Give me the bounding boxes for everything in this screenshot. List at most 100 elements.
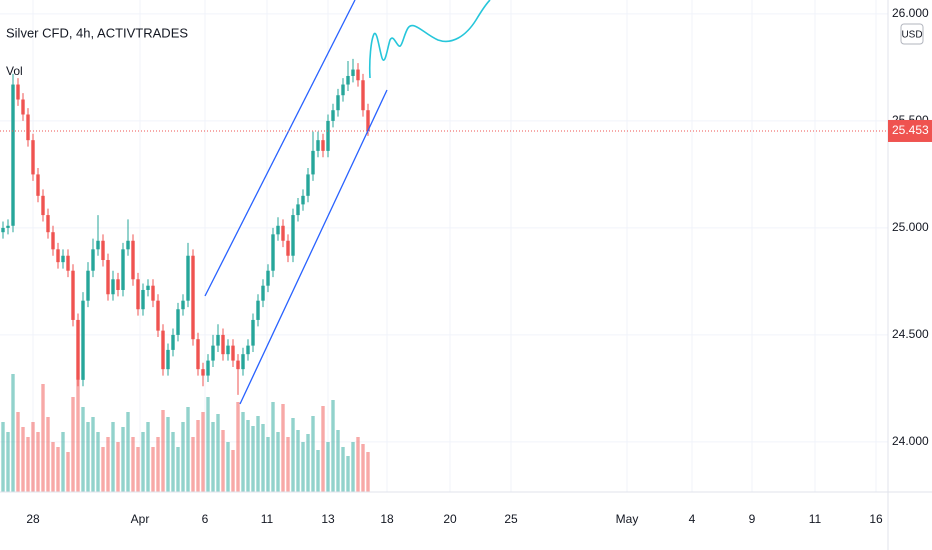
- volume-label: Vol: [6, 64, 23, 78]
- volume-bar: [301, 442, 305, 492]
- candle-body: [166, 349, 170, 370]
- candle-body: [286, 240, 290, 256]
- candle-body: [366, 110, 370, 131]
- candle-body: [221, 334, 225, 355]
- candle-body: [226, 345, 230, 355]
- candle-body: [141, 289, 145, 310]
- candle-body: [126, 240, 130, 250]
- candle-body: [291, 215, 295, 256]
- volume-bar: [266, 437, 270, 492]
- volume-bar: [151, 447, 155, 492]
- candle-body: [196, 339, 200, 370]
- candle-body: [26, 114, 30, 141]
- candle-body: [41, 195, 45, 216]
- axes: 24.00024.50025.00025.50026.00028Apr61113…: [26, 6, 932, 526]
- x-tick-label: 11: [809, 512, 822, 526]
- volume-bar: [276, 432, 280, 492]
- volume-bar: [81, 407, 85, 492]
- candle-body: [136, 279, 140, 310]
- candle-body: [181, 300, 185, 310]
- candle-body: [316, 140, 320, 151]
- candle-body: [251, 319, 255, 346]
- volume-bar: [181, 422, 185, 492]
- candle-body: [271, 234, 275, 271]
- candle-body: [301, 195, 305, 205]
- candle-body: [246, 345, 250, 355]
- volume-bar: [106, 437, 110, 492]
- candle-body: [61, 255, 65, 263]
- volume-bar: [91, 417, 95, 492]
- candle-body: [1, 227, 5, 233]
- volume-pane: [1, 374, 370, 492]
- candle-body: [36, 174, 40, 196]
- candle-body: [176, 309, 180, 335]
- candle-body: [186, 255, 190, 301]
- volume-bar: [251, 426, 255, 492]
- candle-body: [81, 300, 85, 380]
- y-tick-label: 25.000: [892, 220, 929, 234]
- volume-bar: [176, 447, 180, 492]
- candle-body: [51, 232, 55, 250]
- volume-bar: [306, 434, 310, 492]
- volume-bar: [171, 432, 175, 492]
- volume-bar: [186, 407, 190, 492]
- candle-body: [161, 330, 165, 370]
- volume-bar: [36, 432, 40, 492]
- volume-bar: [211, 422, 215, 492]
- candle-body: [46, 215, 50, 233]
- candle-body: [341, 84, 345, 96]
- last-price-label: 25.453: [892, 123, 929, 137]
- currency-label[interactable]: USD: [901, 30, 922, 41]
- candle-body: [101, 240, 105, 261]
- candle-body: [276, 225, 280, 235]
- candle-body: [206, 360, 210, 376]
- x-tick-label: 9: [749, 512, 756, 526]
- volume-bar: [1, 422, 5, 492]
- x-tick-label: 16: [869, 512, 883, 526]
- volume-bar: [51, 442, 55, 492]
- candle-body: [131, 240, 135, 280]
- candles: [1, 58, 370, 395]
- x-tick-label: 6: [202, 512, 209, 526]
- candle-body: [346, 75, 350, 85]
- candle-body: [21, 99, 25, 115]
- volume-bar: [221, 430, 225, 492]
- volume-bar: [311, 416, 315, 492]
- volume-bar: [16, 412, 20, 492]
- chart-title: Silver CFD, 4h, ACTIVTRADES: [6, 25, 188, 40]
- candle-body: [331, 110, 335, 121]
- volume-bar: [31, 422, 35, 492]
- candle-body: [361, 80, 365, 111]
- candle-body: [351, 69, 355, 76]
- volume-bar: [141, 432, 145, 492]
- forecast-curve: [368, 0, 491, 79]
- candle-body: [96, 240, 100, 250]
- volume-bar: [131, 437, 135, 492]
- volume-bar: [96, 432, 100, 492]
- candle-body: [116, 279, 120, 290]
- volume-bar: [146, 422, 150, 492]
- volume-bar: [226, 442, 230, 492]
- x-tick-label: 11: [261, 512, 274, 526]
- candle-body: [121, 249, 125, 290]
- volume-bar: [296, 430, 300, 492]
- volume-bar: [26, 437, 30, 492]
- candle-body: [281, 225, 285, 241]
- candle-body: [201, 369, 205, 376]
- candle-body: [296, 204, 300, 216]
- volume-bar: [321, 406, 325, 492]
- candle-body: [236, 360, 240, 370]
- volume-bar: [336, 430, 340, 492]
- volume-bar: [71, 397, 75, 492]
- currency-box[interactable]: [900, 23, 924, 45]
- x-tick-label: 4: [689, 512, 696, 526]
- volume-bar: [101, 447, 105, 492]
- channel-upper: [204, 0, 356, 297]
- volume-bar: [246, 420, 250, 492]
- volume-bar: [206, 397, 210, 492]
- volume-bar: [236, 402, 240, 492]
- volume-bar: [61, 432, 65, 492]
- volume-bar: [161, 410, 165, 492]
